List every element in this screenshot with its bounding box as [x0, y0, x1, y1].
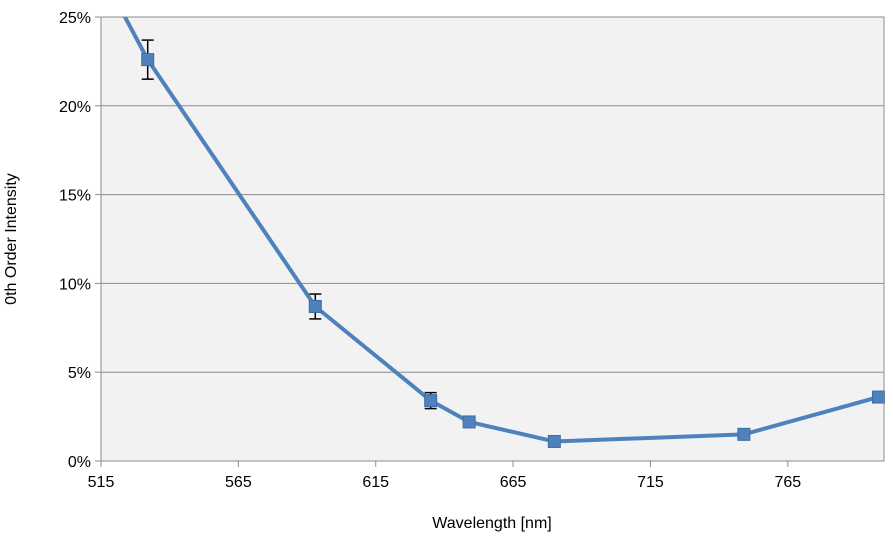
y-axis-ticks: 0% 5% 10% 15% 20% 25%: [59, 10, 101, 471]
data-point: [737, 427, 751, 441]
y-tick-label: 10%: [59, 276, 91, 293]
data-point: [308, 299, 322, 313]
x-tick-label: 715: [637, 474, 664, 491]
x-tick-label: 615: [362, 474, 389, 491]
data-point: [141, 53, 155, 67]
x-tick-label: 665: [500, 474, 527, 491]
x-tick-label: 765: [774, 474, 801, 491]
x-tick-label: 565: [225, 474, 252, 491]
plot-area: [101, 17, 884, 461]
y-tick-label: 25%: [59, 10, 91, 27]
data-point: [462, 415, 476, 429]
gridlines: [101, 105, 884, 373]
y-axis-label: 0th Order Intensity: [3, 173, 20, 305]
y-tick-label: 0%: [68, 454, 91, 471]
y-tick-label: 5%: [68, 365, 91, 382]
y-tick-label: 20%: [59, 99, 91, 116]
data-point: [424, 394, 438, 408]
plot-border: [100, 16, 885, 462]
x-tick-label: 515: [88, 474, 115, 491]
x-axis-ticks: 515 565 615 665 715 765: [88, 461, 801, 491]
series-line: [122, 17, 880, 444]
y-tick-label: 15%: [59, 188, 91, 205]
data-point: [872, 390, 886, 404]
data-markers: [141, 53, 886, 448]
x-axis-label: Wavelength [nm]: [432, 515, 551, 532]
data-point: [547, 434, 561, 448]
